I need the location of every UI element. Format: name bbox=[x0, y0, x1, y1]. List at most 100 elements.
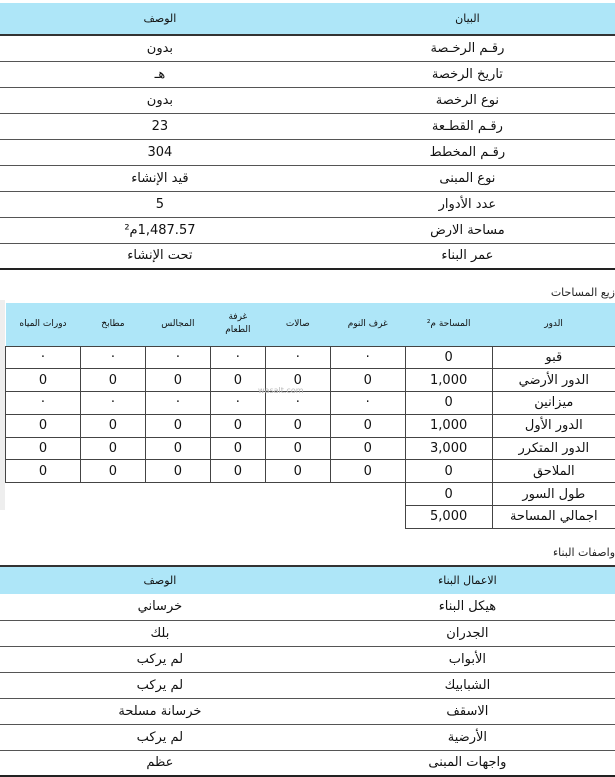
row-value: لم يركب bbox=[0, 646, 320, 672]
cell-value: · bbox=[145, 392, 210, 415]
column-header: غرفة الطعام bbox=[210, 303, 265, 346]
row-value: هـ bbox=[0, 61, 320, 87]
row-label: الشبابيك bbox=[320, 672, 615, 698]
row-value: لم يركب bbox=[0, 672, 320, 698]
cell-value: 0 bbox=[330, 369, 405, 392]
cell-value: 0 bbox=[80, 460, 145, 483]
row-label: نوع الرخصة bbox=[320, 87, 615, 113]
cell-value: 0 bbox=[80, 369, 145, 392]
watermark: wasalt.com bbox=[258, 386, 304, 395]
row-value: 304 bbox=[0, 139, 320, 165]
areas-section-title: زيع المساحات bbox=[551, 286, 615, 299]
cell-value: 0 bbox=[405, 460, 492, 483]
column-header: المجالس bbox=[145, 303, 210, 346]
cell-value: 0 bbox=[145, 437, 210, 460]
cell-value: · bbox=[265, 392, 330, 415]
column-header: الدور bbox=[492, 303, 615, 346]
cell-value: · bbox=[265, 346, 330, 369]
row-value: بلك bbox=[0, 620, 320, 646]
cell-value: 0 bbox=[210, 414, 265, 437]
row-label: رقـم المخطط bbox=[320, 139, 615, 165]
cell-value: 0 bbox=[6, 460, 81, 483]
row-label: هيكل البناء bbox=[320, 594, 615, 620]
column-header: صالات bbox=[265, 303, 330, 346]
cell-value: 0 bbox=[265, 437, 330, 460]
cell-value: · bbox=[6, 392, 81, 415]
cell-value: 0 bbox=[80, 414, 145, 437]
row-value: 23 bbox=[0, 113, 320, 139]
row-value: تحت الإنشاء bbox=[0, 243, 320, 269]
cell-value: 0 bbox=[145, 369, 210, 392]
floor-name: الدور الأرضي bbox=[492, 369, 615, 392]
column-header: البيان bbox=[320, 3, 615, 35]
cell-value: · bbox=[80, 392, 145, 415]
cell-value: 0 bbox=[145, 460, 210, 483]
cell-value: 0 bbox=[405, 392, 492, 415]
row-label: الأبواب bbox=[320, 646, 615, 672]
cell-value: 0 bbox=[210, 460, 265, 483]
cell-value: 1,000 bbox=[405, 369, 492, 392]
row-value: خرساني bbox=[0, 594, 320, 620]
cell-value: 0 bbox=[145, 414, 210, 437]
cell-value: 1,000 bbox=[405, 414, 492, 437]
cell-value: 0 bbox=[330, 460, 405, 483]
row-label: تاريخ الرخصة bbox=[320, 61, 615, 87]
row-value: لم يركب bbox=[0, 724, 320, 750]
column-header: غرف النوم bbox=[330, 303, 405, 346]
summary-value: 0 bbox=[405, 483, 492, 506]
column-header: الوصف bbox=[0, 566, 320, 594]
column-header: مطابخ bbox=[80, 303, 145, 346]
cell-value: 0 bbox=[265, 460, 330, 483]
floor-name: الملاحق bbox=[492, 460, 615, 483]
column-header: الوصف bbox=[0, 3, 320, 35]
floor-name: الدور الأول bbox=[492, 414, 615, 437]
cell-value: 0 bbox=[210, 437, 265, 460]
row-label: الأرضية bbox=[320, 724, 615, 750]
row-label: عدد الأدوار bbox=[320, 191, 615, 217]
cell-value: 0 bbox=[330, 414, 405, 437]
cell-value: 0 bbox=[6, 437, 81, 460]
cell-value: 0 bbox=[80, 437, 145, 460]
cell-value: 0 bbox=[265, 414, 330, 437]
cell-value: 0 bbox=[405, 346, 492, 369]
cell-value: · bbox=[330, 346, 405, 369]
row-label: نوع المبنى bbox=[320, 165, 615, 191]
empty-cell bbox=[6, 483, 406, 506]
floor-name: الدور المتكرر bbox=[492, 437, 615, 460]
row-label: مساحة الارض bbox=[320, 217, 615, 243]
floor-name: ميزانين bbox=[492, 392, 615, 415]
row-value: 5 bbox=[0, 191, 320, 217]
floor-name: قبو bbox=[492, 346, 615, 369]
cell-value: · bbox=[145, 346, 210, 369]
row-label: رقـم القطـعة bbox=[320, 113, 615, 139]
row-value: عظم bbox=[0, 750, 320, 776]
cell-value: 0 bbox=[6, 414, 81, 437]
cell-value: 3,000 bbox=[405, 437, 492, 460]
specs-section-title: واصفات البناء bbox=[553, 546, 615, 559]
summary-label: اجمالي المساحة bbox=[492, 506, 615, 529]
